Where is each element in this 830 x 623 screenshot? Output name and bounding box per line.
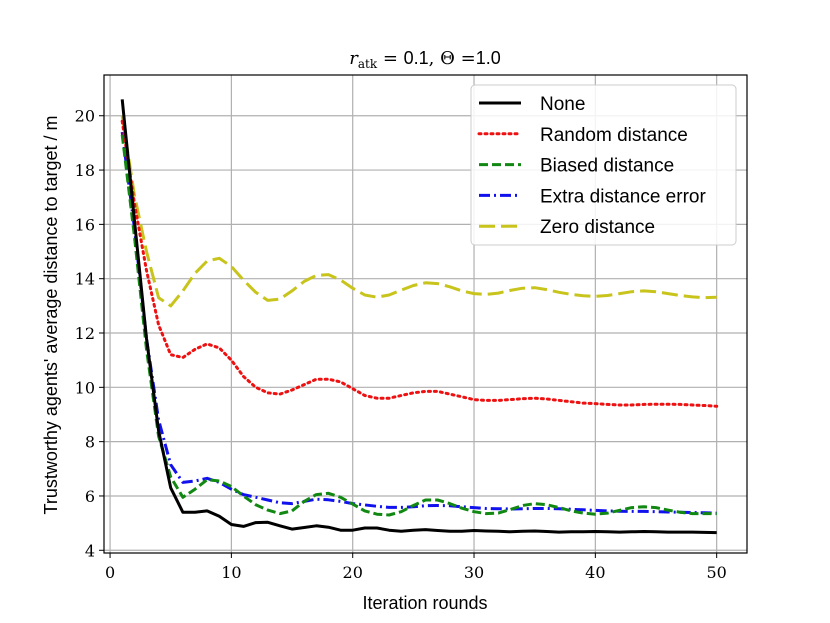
y-axis-ticks: 4 6 8 10 12 14 16 18 20 <box>75 107 104 560</box>
series-line-random-distance <box>120 119 719 408</box>
y-tick-label: 16 <box>75 215 95 234</box>
y-tick-label: 14 <box>75 270 95 289</box>
title-value-theta: 1.0 <box>476 48 501 68</box>
legend: None Random distance Biased distance Extra … <box>470 84 737 246</box>
y-tick-label: 8 <box>85 433 95 452</box>
title-eq2: = <box>455 48 476 69</box>
x-tick-label: 30 <box>464 563 484 582</box>
title-value-r: 0.1 <box>404 48 429 68</box>
plot-frame <box>103 74 748 554</box>
y-tick-label: 20 <box>75 107 95 126</box>
x-tick-label: 10 <box>221 563 241 582</box>
legend-box <box>470 84 737 246</box>
y-tick-label: 10 <box>75 378 95 397</box>
x-tick-label: 0 <box>105 563 115 582</box>
x-tick-label: 40 <box>585 563 605 582</box>
title-subscript: atk <box>358 57 378 71</box>
title-sep: , <box>429 48 440 69</box>
legend-label-extra-distance-error: Extra distance error <box>540 186 706 207</box>
series-lines <box>120 99 719 535</box>
series-line-biased-distance <box>120 134 717 517</box>
title-eq1: = <box>377 48 404 69</box>
x-tick-label: 50 <box>706 563 726 582</box>
legend-label-none: None <box>540 94 585 115</box>
x-axis-ticks: 0 10 20 30 40 50 <box>105 553 727 582</box>
legend-label-random-distance: Random distance <box>540 125 688 146</box>
y-tick-label: 6 <box>85 487 95 506</box>
y-tick-label: 4 <box>85 541 95 560</box>
x-tick-label: 20 <box>343 563 363 582</box>
y-axis-label: Trustworthy agents' average distance to … <box>41 116 61 515</box>
legend-label-biased-distance: Biased distance <box>540 156 674 177</box>
y-tick-label: 18 <box>75 161 95 180</box>
y-tick-label: 12 <box>75 324 95 343</box>
chart-title: ratk = 0.1, Θ =1.0 <box>349 48 500 71</box>
series-line-none <box>120 99 717 535</box>
legend-label-zero-distance: Zero distance <box>540 217 655 238</box>
title-r: r <box>349 48 359 69</box>
x-axis-label: Iteration rounds <box>362 593 487 613</box>
title-theta: Θ <box>440 48 455 69</box>
series-line-zero-distance <box>120 115 717 308</box>
